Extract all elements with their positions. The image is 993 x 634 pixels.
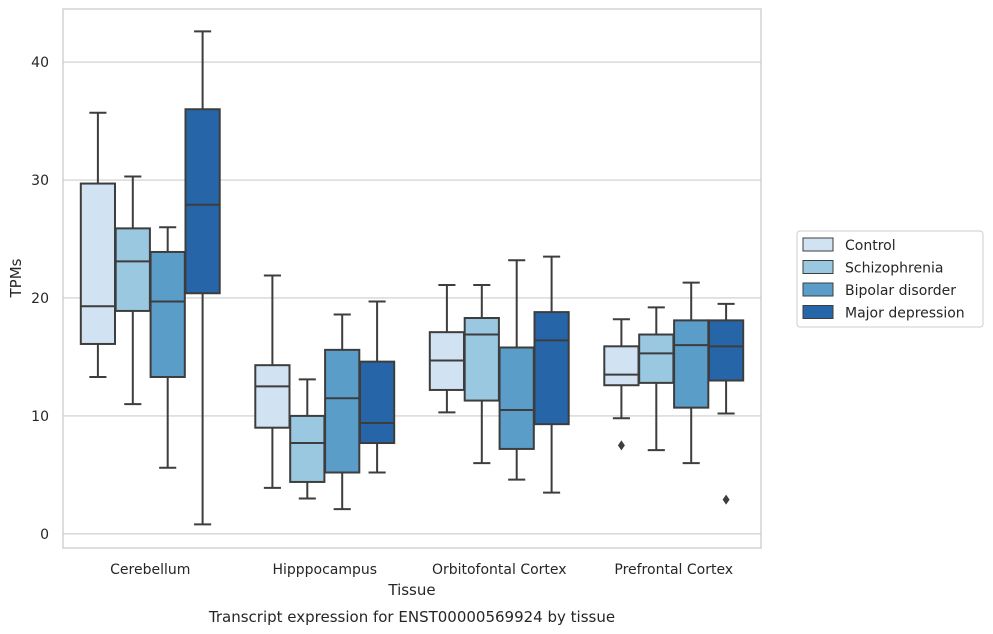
legend-swatch <box>802 260 834 274</box>
y-tick-label: 40 <box>31 55 49 71</box>
legend-swatch <box>802 282 834 297</box>
y-tick-label: 10 <box>31 409 49 425</box>
legend-frame <box>796 230 984 328</box>
box-iqr <box>638 333 675 384</box>
box-iqr <box>358 360 396 445</box>
y-tick-label: 30 <box>31 173 49 189</box>
box-0-1 <box>254 274 291 489</box>
box-iqr <box>673 319 710 409</box>
x-tick-label: Hipppocampus <box>272 562 377 578</box>
box-iqr <box>533 311 570 426</box>
box-iqr <box>79 182 117 345</box>
box-iqr <box>254 364 291 429</box>
box-0-0 <box>79 111 117 378</box>
legend-label: Bipolar disorder <box>845 283 956 299</box>
legend-label: Control <box>845 238 896 254</box>
box-iqr <box>289 414 326 483</box>
box-iqr <box>184 108 221 295</box>
box-iqr <box>324 348 361 474</box>
box-3-1 <box>358 300 396 474</box>
y-tick-label: 20 <box>31 291 49 307</box>
chart-caption: Transcript expression for ENST0000056992… <box>208 608 615 626</box>
box-2-2 <box>498 259 535 481</box>
box-0-3 <box>603 318 640 451</box>
outlier-point <box>722 494 730 505</box>
x-tick-labels: Cerebellum Hipppocampus Orbitofontal Corte… <box>110 562 733 578</box>
box-iqr <box>498 346 535 450</box>
box-iqr <box>707 319 745 382</box>
box-2-3 <box>673 281 710 465</box>
box-iqr <box>149 250 186 378</box>
box-1-0 <box>114 175 151 406</box>
x-tick-label: Orbitofontal Cortex <box>432 562 567 578</box>
box-3-0 <box>184 30 221 526</box>
box-2-1 <box>324 313 361 511</box>
box-0-2 <box>428 283 466 414</box>
box-1-3 <box>638 306 675 452</box>
x-tick-label: Cerebellum <box>110 562 190 578</box>
legend-label: Schizophrenia <box>845 261 943 277</box>
legend-swatch <box>802 237 834 252</box>
y-tick-labels: 0 10 20 30 40 <box>31 55 49 543</box>
box-iqr <box>114 227 151 312</box>
y-axis-label: TPMs <box>7 258 25 298</box>
x-tick-label: Prefrontal Cortex <box>614 562 733 578</box>
box-1-2 <box>463 283 500 465</box>
y-tick-label: 0 <box>40 527 49 543</box>
legend: Control Schizophrenia Bipolar disorder Majo… <box>796 230 984 328</box>
box-2-0 <box>149 226 186 469</box>
outlier-point <box>617 440 625 451</box>
legend-label: Major depression <box>845 306 965 322</box>
box-1-1 <box>289 378 326 500</box>
box-3-2 <box>533 255 570 494</box>
plot-frame <box>62 8 762 549</box>
box-groups <box>79 30 745 526</box>
box-iqr <box>603 345 640 387</box>
box-iqr <box>463 317 500 402</box>
legend-swatch <box>802 305 834 319</box>
x-axis-label: Tissue <box>387 581 435 599</box>
box-3-3 <box>707 302 745 505</box>
